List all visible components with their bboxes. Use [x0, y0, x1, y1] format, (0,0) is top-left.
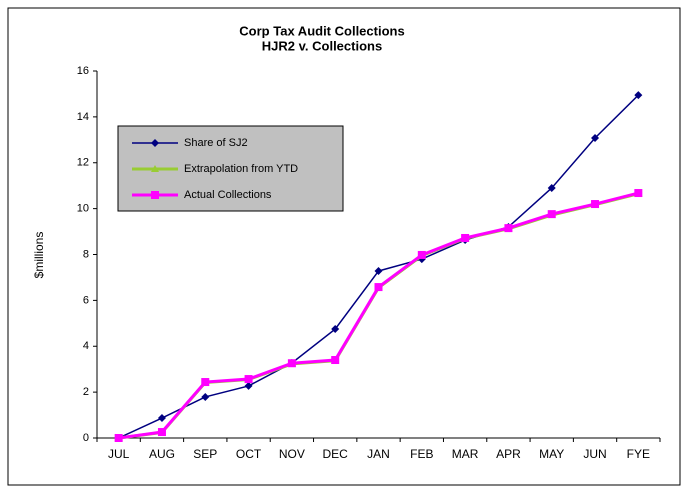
- x-tick-label: FEB: [410, 447, 433, 461]
- marker: [331, 325, 340, 334]
- y-tick-label: 16: [77, 65, 89, 77]
- x-tick-label: DEC: [323, 447, 349, 461]
- marker: [374, 267, 383, 276]
- marker: [287, 359, 296, 368]
- x-tick-label: MAR: [452, 447, 479, 461]
- y-tick-label: 8: [83, 248, 89, 260]
- marker: [157, 428, 166, 437]
- marker: [201, 392, 210, 401]
- y-tick-label: 12: [77, 157, 89, 169]
- legend-label: Actual Collections: [184, 189, 272, 201]
- marker: [151, 165, 159, 172]
- marker: [547, 210, 556, 219]
- marker: [374, 283, 383, 292]
- marker: [461, 233, 470, 242]
- legend-label: Share of SJ2: [184, 137, 248, 149]
- marker: [504, 224, 513, 233]
- marker: [157, 414, 166, 423]
- y-tick-label: 4: [83, 340, 89, 352]
- y-tick-label: 2: [83, 386, 89, 398]
- marker: [244, 381, 253, 390]
- x-tick-label: NOV: [279, 447, 305, 461]
- marker: [114, 434, 123, 442]
- marker: [634, 91, 643, 100]
- marker: [331, 356, 340, 365]
- marker: [591, 200, 600, 209]
- marker: [244, 375, 253, 384]
- x-tick-label: AUG: [149, 447, 175, 461]
- marker: [201, 378, 210, 387]
- x-tick-label: JUL: [108, 447, 130, 461]
- y-tick-label: 14: [77, 111, 89, 123]
- legend-label: Extrapolation from YTD: [184, 163, 298, 175]
- chart-border: [7, 7, 681, 486]
- x-tick-label: OCT: [236, 447, 262, 461]
- marker: [547, 183, 556, 192]
- chart-subtitle: HJR2 v. Collections: [262, 38, 382, 53]
- x-tick-label: JAN: [367, 447, 390, 461]
- marker: [591, 133, 600, 142]
- marker: [151, 191, 159, 199]
- marker: [151, 139, 159, 147]
- x-tick-label: JUN: [583, 447, 606, 461]
- x-tick-label: FYE: [627, 447, 650, 461]
- marker: [417, 250, 426, 259]
- x-tick-label: MAY: [539, 447, 564, 461]
- y-tick-label: 6: [83, 294, 89, 306]
- chart-title: Corp Tax Audit Collections: [239, 23, 404, 38]
- y-tick-label: 0: [83, 432, 89, 444]
- y-axis-label: $millions: [32, 232, 46, 279]
- y-tick-label: 10: [77, 203, 89, 215]
- x-tick-label: SEP: [193, 447, 217, 461]
- x-tick-label: APR: [496, 447, 521, 461]
- marker: [634, 189, 643, 198]
